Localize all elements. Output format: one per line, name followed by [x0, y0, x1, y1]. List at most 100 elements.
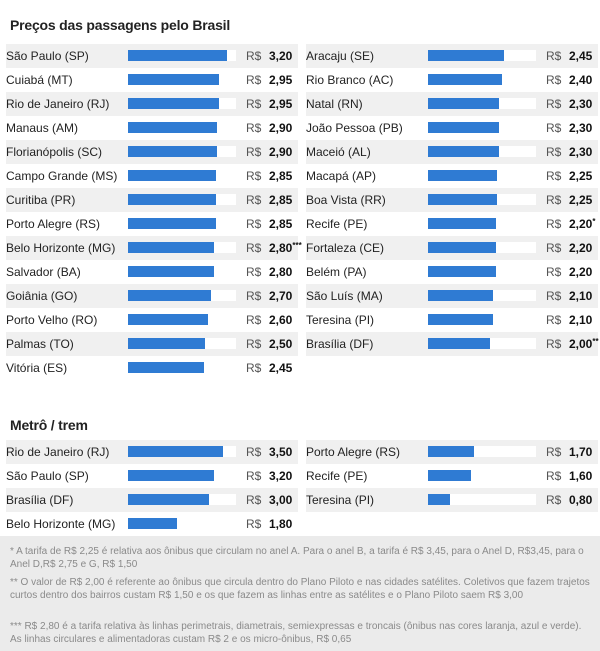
- bar-fill: [128, 266, 214, 277]
- table-row: Macapá (AP) R$ 2,25: [306, 164, 598, 188]
- price-value: 3,20: [269, 49, 292, 63]
- bar-fill: [428, 170, 497, 181]
- bar-fill: [128, 146, 217, 157]
- footnote-brasilia: ** O valor de R$ 2,00 é referente ao ôni…: [10, 577, 590, 601]
- table-row: Campo Grande (MS) R$ 2,85: [6, 164, 298, 188]
- price-value: 2,25: [569, 169, 592, 183]
- price-number: 2,95: [269, 73, 293, 87]
- currency-label: R$: [546, 313, 562, 327]
- price-number: 1,80: [269, 517, 293, 531]
- metro-left-column: Rio de Janeiro (RJ) R$ 3,50 São Paulo (SP) R…: [6, 440, 298, 536]
- bar-fill: [428, 314, 493, 325]
- city-label: Manaus (AM): [6, 121, 79, 135]
- price-value: 3,00: [269, 493, 292, 507]
- price-number: 2,45: [269, 361, 293, 375]
- city-label: Maceió (AL): [306, 145, 371, 159]
- bar-track: [128, 50, 236, 61]
- currency-label: R$: [546, 193, 562, 207]
- currency-label: R$: [546, 493, 562, 507]
- city-label: Campo Grande (MS): [6, 169, 118, 183]
- table-row: João Pessoa (PB) R$ 2,30: [306, 116, 598, 140]
- price-number: 2,30: [569, 145, 593, 159]
- currency-label: R$: [246, 145, 262, 159]
- footnote-marker: **: [592, 337, 599, 346]
- price-value: 2,00**: [569, 337, 599, 351]
- price-number: 3,20: [269, 49, 293, 63]
- bar-fill: [428, 470, 471, 481]
- bar-track: [128, 266, 236, 277]
- bar-track: [428, 338, 536, 349]
- currency-label: R$: [246, 445, 262, 459]
- table-row: Teresina (PI) R$ 0,80: [306, 488, 598, 512]
- city-label: Porto Alegre (RS): [306, 445, 401, 459]
- city-label: Rio Branco (AC): [306, 73, 394, 87]
- table-row: Rio Branco (AC) R$ 2,40: [306, 68, 598, 92]
- city-label: Belo Horizonte (MG): [6, 517, 116, 531]
- bus-right-column: Aracaju (SE) R$ 2,45 Rio Branco (AC) R$ 2,40 N…: [306, 44, 599, 356]
- table-row: Rio de Janeiro (RJ) R$ 3,50: [6, 440, 298, 464]
- bar-track: [128, 146, 236, 157]
- price-number: 0,80: [569, 493, 593, 507]
- table-row: Porto Alegre (RS) R$ 2,85: [6, 212, 298, 236]
- table-row: Aracaju (SE) R$ 2,45: [306, 44, 598, 68]
- currency-label: R$: [246, 241, 262, 255]
- bar-track: [428, 470, 536, 481]
- currency-label: R$: [246, 193, 262, 207]
- bar-track: [428, 446, 536, 457]
- city-label: Goiânia (GO): [6, 289, 78, 303]
- city-label: São Luís (MA): [306, 289, 383, 303]
- bar-track: [428, 50, 536, 61]
- price-number: 2,85: [269, 193, 293, 207]
- bar-fill: [128, 98, 219, 109]
- bar-fill: [428, 290, 493, 301]
- bar-track: [128, 218, 236, 229]
- table-row: Manaus (AM) R$ 2,90: [6, 116, 298, 140]
- currency-label: R$: [246, 493, 262, 507]
- bar-track: [128, 242, 236, 253]
- currency-label: R$: [246, 73, 262, 87]
- table-row: Porto Alegre (RS) R$ 1,70: [306, 440, 598, 464]
- metro-right-column: Porto Alegre (RS) R$ 1,70 Recife (PE) R$ 1,60…: [306, 440, 598, 512]
- currency-label: R$: [546, 445, 562, 459]
- table-row: Natal (RN) R$ 2,30: [306, 92, 598, 116]
- bar-fill: [428, 146, 499, 157]
- city-label: Palmas (TO): [6, 337, 74, 351]
- price-number: 2,25: [569, 169, 593, 183]
- bar-track: [428, 98, 536, 109]
- city-label: Fortaleza (CE): [306, 241, 385, 255]
- currency-label: R$: [546, 49, 562, 63]
- city-label: São Paulo (SP): [6, 49, 89, 63]
- table-row: São Paulo (SP) R$ 3,20: [6, 44, 298, 68]
- bar-fill: [128, 50, 227, 61]
- bar-track: [128, 446, 236, 457]
- bar-fill: [128, 170, 216, 181]
- table-row: Fortaleza (CE) R$ 2,20: [306, 236, 598, 260]
- price-number: 3,50: [269, 445, 293, 459]
- city-label: Florianópolis (SC): [6, 145, 103, 159]
- price-value: 2,30: [569, 97, 592, 111]
- price-value: 3,20: [269, 469, 292, 483]
- currency-label: R$: [246, 469, 262, 483]
- price-number: 2,30: [569, 121, 593, 135]
- price-value: 2,20: [569, 241, 592, 255]
- currency-label: R$: [546, 169, 562, 183]
- footnote-marker: ***: [292, 241, 302, 250]
- price-number: 2,10: [569, 313, 593, 327]
- bar-fill: [428, 446, 474, 457]
- bar-track: [428, 242, 536, 253]
- bar-track: [128, 194, 236, 205]
- currency-label: R$: [246, 121, 262, 135]
- price-value: 2,25: [569, 193, 592, 207]
- price-value: 1,80: [269, 517, 292, 531]
- bar-track: [428, 122, 536, 133]
- city-label: João Pessoa (PB): [306, 121, 403, 135]
- table-row: Palmas (TO) R$ 2,50: [6, 332, 298, 356]
- city-label: Natal (RN): [306, 97, 363, 111]
- price-number: 2,60: [269, 313, 293, 327]
- price-value: 2,85: [269, 193, 292, 207]
- bar-track: [428, 494, 536, 505]
- city-label: Rio de Janeiro (RJ): [6, 97, 110, 111]
- city-label: Porto Velho (RO): [6, 313, 98, 327]
- city-label: Salvador (BA): [6, 265, 81, 279]
- table-row: Cuiabá (MT) R$ 2,95: [6, 68, 298, 92]
